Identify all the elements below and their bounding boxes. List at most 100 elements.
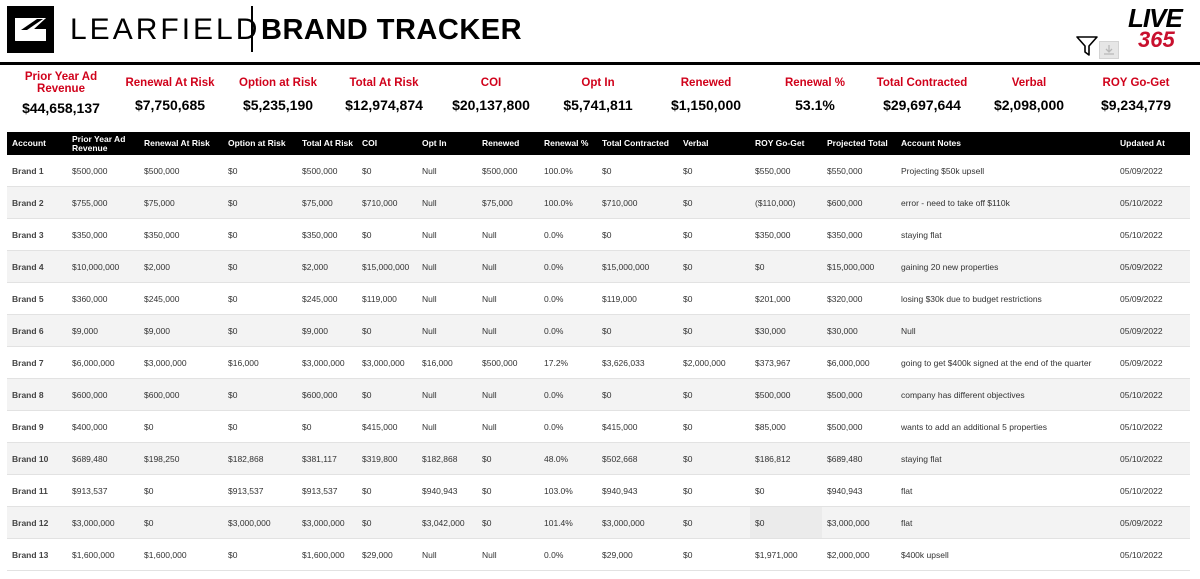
kpi-verbal: Verbal $2,098,000 — [978, 68, 1080, 113]
column-header[interactable]: Renewal % — [539, 132, 597, 155]
table-cell: 103.0% — [539, 474, 597, 507]
table-cell: ($110,000) — [750, 186, 822, 219]
kpi-total-contracted: Total Contracted $29,697,644 — [866, 68, 978, 113]
account-cell: Brand 4 — [7, 250, 67, 283]
table-cell: $0 — [223, 378, 297, 411]
table-cell: 05/10/2022 — [1115, 474, 1190, 507]
table-cell: $502,668 — [597, 442, 678, 475]
table-cell: Null — [477, 250, 539, 283]
table-cell: $500,000 — [750, 378, 822, 411]
table-cell: 0.0% — [539, 250, 597, 283]
table-cell: $0 — [678, 282, 750, 315]
kpi-value: $2,098,000 — [993, 97, 1065, 113]
table-cell: $500,000 — [139, 155, 223, 187]
table-row[interactable]: Brand 12 $3,000,000 $0 $3,000,000 $3,000,000… — [7, 506, 1190, 539]
table-cell: $201,000 — [750, 282, 822, 315]
kpi-label: COI — [480, 77, 502, 89]
column-header[interactable]: Updated At — [1115, 132, 1190, 155]
table-cell: 0.0% — [539, 538, 597, 571]
table-cell: $350,000 — [67, 218, 139, 251]
column-header[interactable]: Account Notes — [896, 132, 1115, 155]
table-cell: $0 — [597, 314, 678, 347]
account-cell: Brand 10 — [7, 442, 67, 475]
table-cell: 05/10/2022 — [1115, 218, 1190, 251]
table-cell: $1,600,000 — [297, 538, 357, 571]
table-cell: $913,537 — [297, 474, 357, 507]
table-row[interactable]: Brand 1 $500,000 $500,000 $0 $500,000 $0 Null $… — [7, 155, 1190, 187]
column-header[interactable]: COI — [357, 132, 417, 155]
kpi-label: Renewed — [680, 77, 732, 89]
table-cell: $381,117 — [297, 442, 357, 475]
table-cell: 05/09/2022 — [1115, 314, 1190, 347]
table-cell: $85,000 — [750, 410, 822, 443]
table-cell: $29,000 — [357, 538, 417, 571]
kpi-renewed: Renewed $1,150,000 — [656, 68, 756, 113]
table-row[interactable]: Brand 6 $9,000 $9,000 $0 $9,000 $0 Null Null 0.0… — [7, 314, 1190, 347]
column-header[interactable]: Projected Total — [822, 132, 896, 155]
table-cell: $710,000 — [597, 186, 678, 219]
column-header[interactable]: Renewal At Risk — [139, 132, 223, 155]
column-header[interactable]: Verbal — [678, 132, 750, 155]
table-cell: 0.0% — [539, 314, 597, 347]
table-row[interactable]: Brand 8 $600,000 $600,000 $0 $600,000 $0 Null N… — [7, 378, 1190, 411]
kpi-total-at-risk: Total At Risk $12,974,874 — [334, 68, 434, 113]
column-header[interactable]: Total At Risk — [297, 132, 357, 155]
table-row[interactable]: Brand 3 $350,000 $350,000 $0 $350,000 $0 Null N… — [7, 218, 1190, 251]
table-cell: $710,000 — [357, 186, 417, 219]
table-cell: Null — [417, 282, 477, 315]
table-row[interactable]: Brand 13 $1,600,000 $1,600,000 $0 $1,600,000… — [7, 538, 1190, 571]
download-icon[interactable] — [1099, 41, 1119, 59]
account-cell: Brand 1 — [7, 155, 67, 187]
table-cell: $689,480 — [822, 442, 896, 475]
table-row[interactable]: Brand 2 $755,000 $75,000 $0 $75,000 $710,000 N… — [7, 186, 1190, 219]
account-cell: Brand 7 — [7, 346, 67, 379]
table-cell: $182,868 — [223, 442, 297, 475]
kpi-label: Prior Year Ad Revenue — [24, 71, 98, 95]
table-cell: 100.0% — [539, 155, 597, 187]
column-header[interactable]: Opt In — [417, 132, 477, 155]
table-cell: $550,000 — [750, 155, 822, 187]
table-cell: 05/09/2022 — [1115, 282, 1190, 315]
table-row[interactable]: Brand 7 $6,000,000 $3,000,000 $16,000 $3,000… — [7, 346, 1190, 379]
column-header[interactable]: Account — [7, 132, 67, 155]
kpi-renewal-at-risk: Renewal At Risk $7,750,685 — [120, 68, 220, 113]
table-cell: $75,000 — [477, 186, 539, 219]
table-row[interactable]: Brand 10 $689,480 $198,250 $182,868 $381,117… — [7, 442, 1190, 475]
table-cell: $1,600,000 — [67, 538, 139, 571]
table-cell: $2,000,000 — [822, 538, 896, 571]
table-cell: $3,000,000 — [223, 506, 297, 539]
account-cell: Brand 6 — [7, 314, 67, 347]
learfield-logo-icon — [7, 6, 54, 53]
table-cell: $245,000 — [297, 282, 357, 315]
table-header-row: Account Prior Year Ad Revenue Renewal At R… — [7, 132, 1190, 155]
table-cell: $15,000,000 — [822, 250, 896, 283]
filter-icon[interactable] — [1075, 34, 1099, 58]
column-header[interactable]: Renewed — [477, 132, 539, 155]
column-header[interactable]: Total Contracted — [597, 132, 678, 155]
table-cell: $3,000,000 — [67, 506, 139, 539]
column-header[interactable]: ROY Go-Get — [750, 132, 822, 155]
column-header[interactable]: Prior Year Ad Revenue — [67, 132, 139, 155]
column-header[interactable]: Option at Risk — [223, 132, 297, 155]
table-cell: 05/10/2022 — [1115, 538, 1190, 571]
table-cell: $600,000 — [297, 378, 357, 411]
table-cell: $415,000 — [597, 410, 678, 443]
brand-name: LEARFIELD — [70, 13, 261, 46]
table-cell: $3,000,000 — [597, 506, 678, 539]
table-cell: $0 — [678, 378, 750, 411]
table-cell: Null — [417, 250, 477, 283]
table-cell: 05/09/2022 — [1115, 506, 1190, 539]
table-cell: $0 — [678, 410, 750, 443]
table-cell: $186,812 — [750, 442, 822, 475]
table-row[interactable]: Brand 11 $913,537 $0 $913,537 $913,537 $0 $940… — [7, 474, 1190, 507]
table-row[interactable]: Brand 5 $360,000 $245,000 $0 $245,000 $119,00… — [7, 282, 1190, 315]
kpi-label: Option at Risk — [239, 77, 317, 89]
table-cell: $0 — [597, 378, 678, 411]
table-cell: $415,000 — [357, 410, 417, 443]
table-cell: 05/09/2022 — [1115, 346, 1190, 379]
table-row[interactable]: Brand 9 $400,000 $0 $0 $0 $415,000 Null Null 0.0… — [7, 410, 1190, 443]
table-row[interactable]: Brand 4 $10,000,000 $2,000 $0 $2,000 $15,000,… — [7, 250, 1190, 283]
table-cell: $9,000 — [297, 314, 357, 347]
kpi-label: ROY Go-Get — [1102, 77, 1170, 89]
table-cell: 0.0% — [539, 218, 597, 251]
